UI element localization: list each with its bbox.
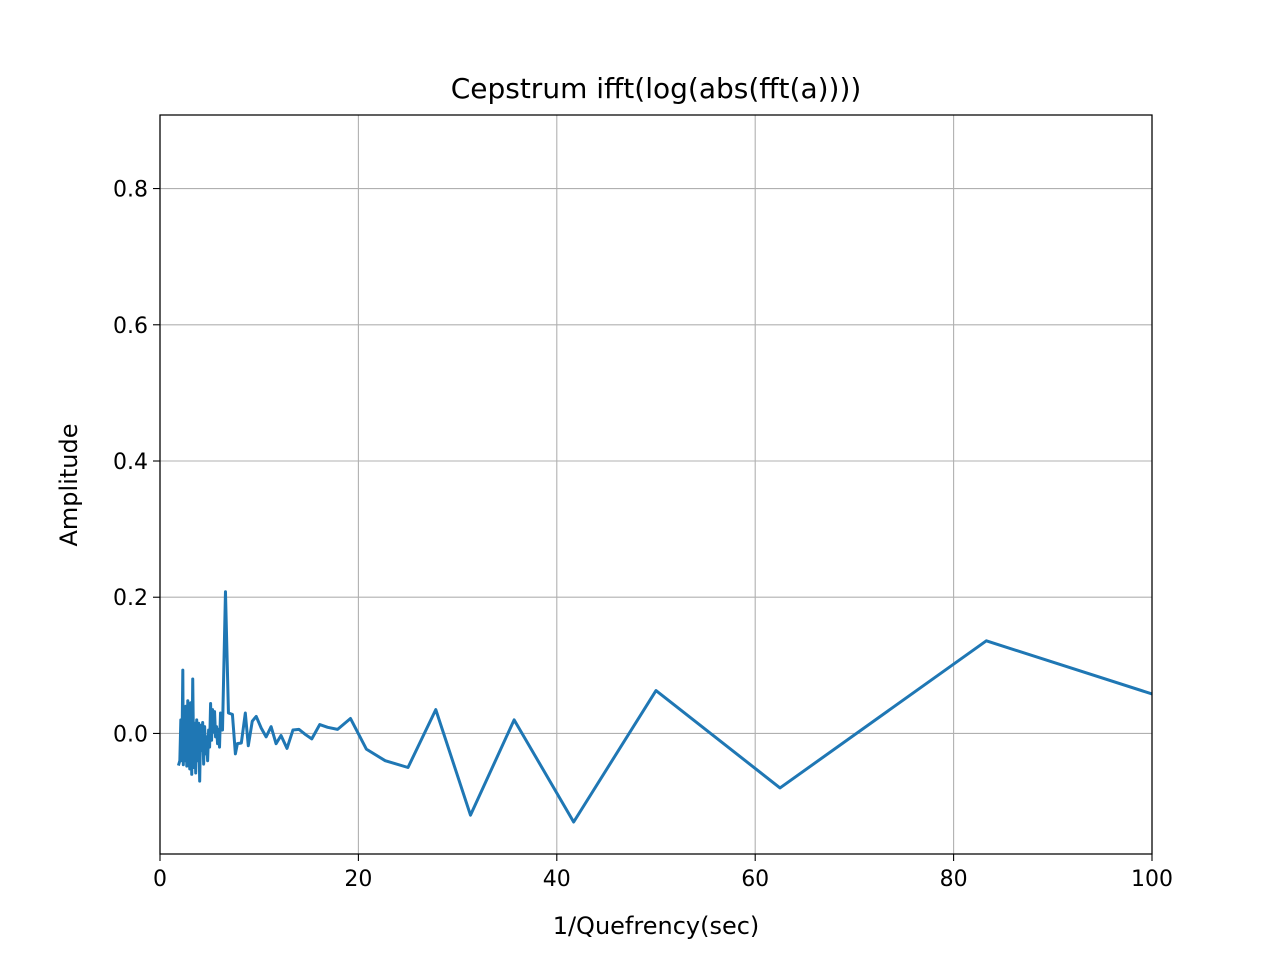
plot-area [160,115,1152,854]
x-tick-label: 20 [344,867,372,892]
y-tick-label: 0.8 [113,178,148,203]
x-axis-label: 1/Quefrency(sec) [553,912,760,940]
y-tick-label: 0.6 [113,314,148,339]
x-tick-label: 40 [543,867,571,892]
y-axis-label: Amplitude [55,424,83,547]
x-axis: 0 20 40 60 80 100 [153,854,1173,892]
x-tick-label: 60 [741,867,769,892]
plot-frame [159,114,1153,855]
x-tick-label: 80 [940,867,968,892]
x-tick-label: 0 [153,867,167,892]
chart-title: Cepstrum ifft(log(abs(fft(a)))) [451,72,862,105]
y-tick-label: 0.4 [113,450,148,475]
y-tick-label: 0.0 [113,722,148,747]
x-tick-label: 100 [1131,867,1173,892]
y-axis: 0.0 0.2 0.4 0.6 0.8 [113,178,160,747]
series-line-1 [176,590,1152,824]
y-tick-label: 0.2 [113,586,148,611]
series-layer [176,590,1152,824]
grid-lines [159,115,1153,854]
